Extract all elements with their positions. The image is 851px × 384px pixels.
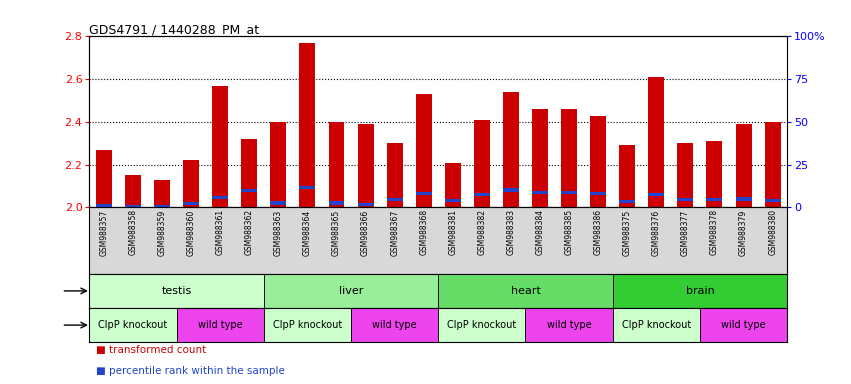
Bar bbox=[271, 122, 286, 207]
Text: GSM988367: GSM988367 bbox=[390, 209, 399, 256]
Bar bbox=[89, 274, 264, 308]
Bar bbox=[96, 204, 111, 207]
Bar bbox=[706, 141, 722, 207]
Bar bbox=[328, 122, 345, 207]
Text: ClpP knockout: ClpP knockout bbox=[99, 320, 168, 330]
Bar bbox=[96, 150, 111, 207]
Bar bbox=[620, 200, 635, 203]
Text: GSM988377: GSM988377 bbox=[681, 209, 690, 256]
Text: GSM988375: GSM988375 bbox=[623, 209, 631, 256]
Bar bbox=[561, 191, 577, 194]
Text: GSM988368: GSM988368 bbox=[420, 209, 428, 255]
Bar bbox=[183, 161, 199, 207]
Text: GSM988363: GSM988363 bbox=[274, 209, 283, 256]
Text: ■ transformed count: ■ transformed count bbox=[96, 345, 207, 355]
Bar bbox=[212, 86, 228, 207]
Text: ClpP knockout: ClpP knockout bbox=[448, 320, 517, 330]
Bar bbox=[125, 205, 141, 208]
Text: liver: liver bbox=[339, 286, 363, 296]
Bar bbox=[438, 308, 525, 342]
Text: GSM988362: GSM988362 bbox=[245, 209, 254, 255]
Bar bbox=[242, 139, 257, 207]
Bar bbox=[620, 146, 635, 207]
Bar bbox=[300, 43, 316, 207]
Bar bbox=[242, 189, 257, 192]
Bar bbox=[154, 180, 170, 207]
Bar bbox=[386, 143, 403, 207]
Bar bbox=[212, 196, 228, 199]
Text: testis: testis bbox=[162, 286, 191, 296]
Text: GSM988358: GSM988358 bbox=[129, 209, 138, 255]
Bar bbox=[700, 308, 787, 342]
Bar bbox=[677, 198, 694, 201]
Bar bbox=[735, 124, 751, 207]
Bar bbox=[677, 143, 694, 207]
Bar bbox=[445, 162, 460, 207]
Text: GSM988378: GSM988378 bbox=[710, 209, 719, 255]
Bar bbox=[386, 198, 403, 201]
Bar bbox=[706, 198, 722, 201]
Text: GSM988385: GSM988385 bbox=[564, 209, 574, 255]
Bar bbox=[503, 92, 519, 207]
Bar bbox=[503, 189, 519, 192]
Bar bbox=[591, 116, 606, 207]
Bar bbox=[735, 197, 751, 201]
Bar bbox=[765, 199, 780, 202]
Text: GSM988382: GSM988382 bbox=[477, 209, 487, 255]
Text: GSM988361: GSM988361 bbox=[215, 209, 225, 255]
Text: wild type: wild type bbox=[373, 320, 417, 330]
Bar bbox=[532, 191, 548, 194]
Bar bbox=[125, 175, 141, 207]
Bar bbox=[561, 109, 577, 207]
Bar bbox=[264, 274, 438, 308]
Bar bbox=[648, 77, 665, 207]
Text: GSM988383: GSM988383 bbox=[506, 209, 516, 255]
Bar bbox=[474, 120, 490, 207]
Text: GSM988357: GSM988357 bbox=[100, 209, 108, 256]
Text: GSM988379: GSM988379 bbox=[739, 209, 748, 256]
Bar bbox=[351, 308, 438, 342]
Bar bbox=[176, 308, 264, 342]
Text: wild type: wild type bbox=[198, 320, 243, 330]
Bar bbox=[264, 308, 351, 342]
Bar bbox=[613, 308, 700, 342]
Bar bbox=[474, 193, 490, 196]
Text: ■ percentile rank within the sample: ■ percentile rank within the sample bbox=[96, 366, 285, 376]
Bar bbox=[328, 202, 345, 205]
Text: GSM988364: GSM988364 bbox=[303, 209, 312, 256]
Bar bbox=[300, 186, 316, 189]
Text: GSM988386: GSM988386 bbox=[594, 209, 603, 255]
Bar bbox=[648, 193, 665, 196]
Text: GSM988366: GSM988366 bbox=[361, 209, 370, 256]
Bar bbox=[271, 202, 286, 205]
Bar bbox=[357, 124, 374, 207]
Bar bbox=[765, 122, 780, 207]
Text: wild type: wild type bbox=[722, 320, 766, 330]
Text: GDS4791 / 1440288_PM_at: GDS4791 / 1440288_PM_at bbox=[89, 23, 260, 36]
Bar bbox=[526, 308, 613, 342]
Text: GSM988381: GSM988381 bbox=[448, 209, 457, 255]
Text: brain: brain bbox=[686, 286, 714, 296]
Bar bbox=[357, 203, 374, 207]
Bar bbox=[613, 274, 787, 308]
Bar bbox=[532, 109, 548, 207]
Text: heart: heart bbox=[511, 286, 540, 296]
Text: GSM988365: GSM988365 bbox=[332, 209, 341, 256]
Bar bbox=[416, 94, 431, 207]
Text: GSM988359: GSM988359 bbox=[157, 209, 167, 256]
Bar bbox=[416, 192, 431, 195]
Text: GSM988360: GSM988360 bbox=[186, 209, 196, 256]
Bar bbox=[89, 308, 176, 342]
Text: ClpP knockout: ClpP knockout bbox=[273, 320, 342, 330]
Text: wild type: wild type bbox=[547, 320, 591, 330]
Text: GSM988380: GSM988380 bbox=[768, 209, 777, 255]
Bar bbox=[591, 192, 606, 195]
Bar bbox=[445, 199, 460, 202]
Text: ClpP knockout: ClpP knockout bbox=[622, 320, 691, 330]
Bar bbox=[183, 202, 199, 205]
Text: GSM988384: GSM988384 bbox=[535, 209, 545, 255]
Bar bbox=[438, 274, 613, 308]
Bar bbox=[154, 205, 170, 208]
Text: GSM988376: GSM988376 bbox=[652, 209, 661, 256]
